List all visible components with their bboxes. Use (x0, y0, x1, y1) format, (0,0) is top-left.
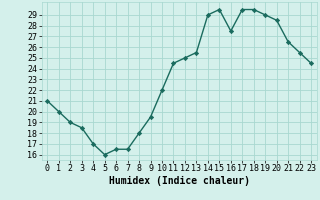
X-axis label: Humidex (Indice chaleur): Humidex (Indice chaleur) (109, 176, 250, 186)
